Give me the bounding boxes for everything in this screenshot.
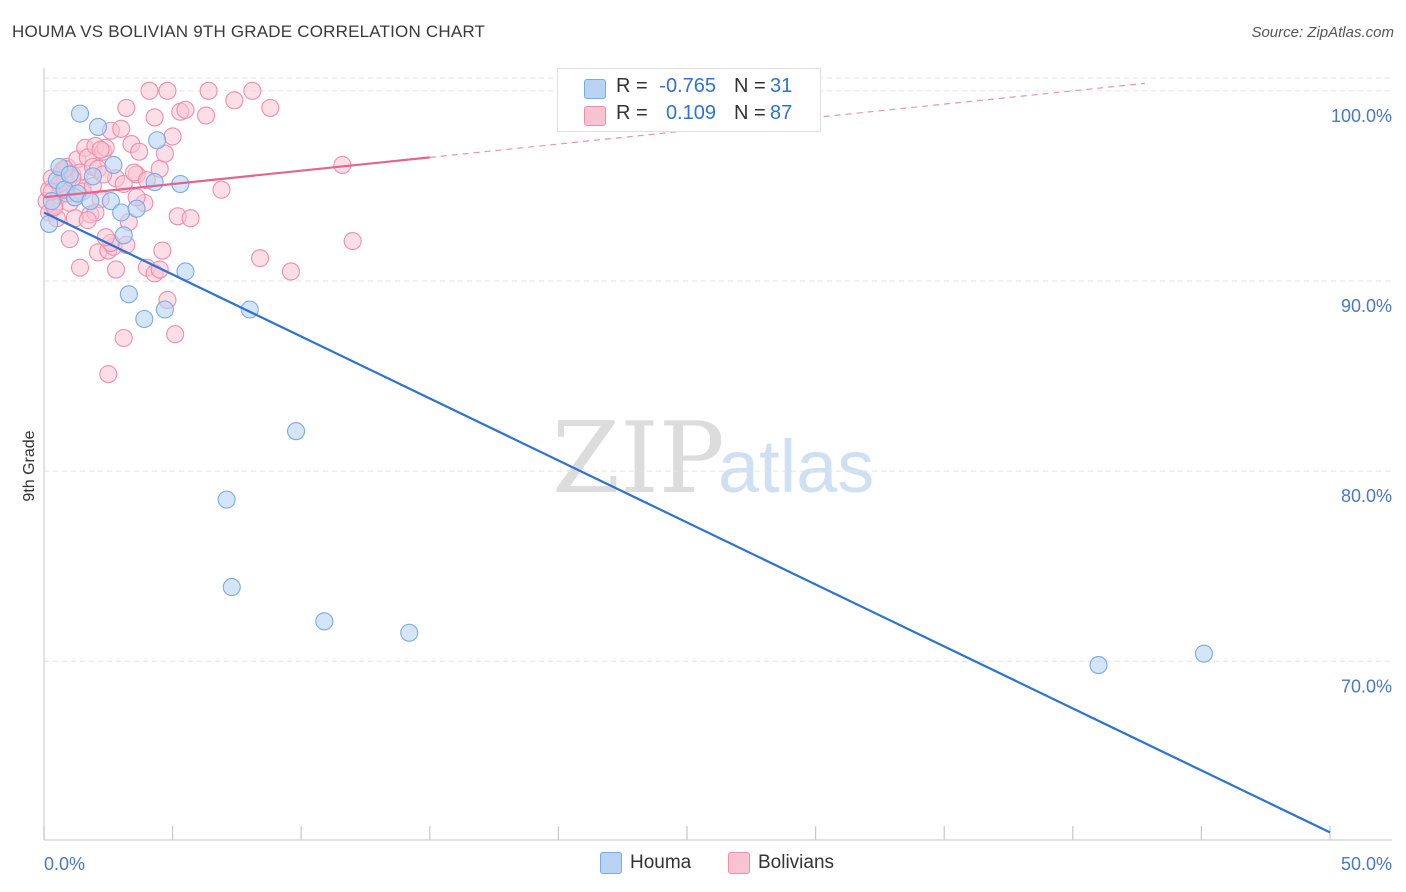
houma-point	[127, 199, 146, 218]
houma-point	[135, 309, 154, 329]
houma-point	[145, 173, 164, 192]
houma-point	[81, 192, 100, 211]
houma-r-value: -0.765	[659, 75, 716, 97]
source-credit: Source: ZipAtlas.com	[1251, 24, 1394, 41]
houma-legend-swatch	[600, 852, 622, 874]
houma-trend-line	[43, 211, 1331, 834]
bolivian-point	[181, 209, 200, 228]
x-tick-label: 50.0%	[1341, 854, 1392, 874]
houma-point	[287, 422, 306, 441]
bolivian-point	[153, 241, 172, 260]
houma-legend-label: Houma	[630, 852, 692, 873]
bolivian-point	[140, 81, 159, 100]
bolivian-point	[225, 91, 244, 110]
r-label: R =	[616, 75, 648, 97]
bolivian-point	[60, 230, 79, 249]
bolivian-legend-swatch	[728, 852, 750, 874]
watermark-zip: ZIP	[552, 402, 725, 516]
bolivian-legend-label: Bolivians	[758, 852, 835, 873]
bolivian-r-value: 0.109	[665, 102, 716, 124]
x-tick-label: 0.0%	[44, 854, 85, 874]
bolivian-point	[99, 365, 118, 384]
gridlines	[44, 77, 1392, 662]
houma-point	[119, 285, 138, 304]
y-tick-label: 100.0%	[1331, 106, 1392, 126]
bolivian-n-value: 87	[770, 102, 793, 124]
bolivian-point	[243, 81, 262, 100]
tick-labels: 70.0% 80.0% 90.0% 100.0% 0.0% 50.0%	[44, 106, 1392, 874]
bolivian-point	[199, 81, 218, 100]
n-label: N =	[734, 75, 766, 97]
bolivian-trend-line	[43, 156, 430, 199]
houma-point	[1194, 644, 1214, 663]
houma-point	[104, 155, 123, 175]
bolivian-point	[130, 142, 149, 161]
r-label: R =	[616, 102, 648, 124]
bolivian-point	[145, 108, 164, 127]
bolivian-point	[106, 260, 126, 279]
bolivian-point	[91, 140, 110, 159]
bolivian-point	[155, 144, 174, 163]
bolivian-point	[114, 328, 133, 348]
bolivian-point	[176, 100, 195, 119]
houma-point	[101, 192, 120, 211]
houma-point	[114, 226, 133, 245]
bolivian-point	[250, 249, 270, 268]
chart-title: HOUMA VS BOLIVIAN 9TH GRADE CORRELATION …	[12, 22, 486, 41]
houma-point	[88, 117, 108, 136]
bolivian-swatch	[584, 106, 606, 126]
houma-point	[1089, 656, 1108, 675]
bolivian-point	[70, 258, 90, 277]
watermark-atlas: atlas	[718, 425, 874, 508]
houma-point	[70, 104, 90, 123]
houma-n-value: 31	[770, 75, 793, 97]
houma-swatch	[584, 79, 606, 99]
houma-point	[222, 578, 241, 597]
bolivian-point	[212, 180, 231, 199]
bolivian-point	[343, 231, 362, 251]
houma-point	[148, 131, 167, 150]
bolivian-point	[281, 262, 300, 281]
houma-point	[155, 300, 174, 319]
bolivian-point	[196, 106, 216, 125]
bolivian-point	[78, 211, 97, 230]
stats-legend-box: R = -0.765 N = 31 R = 0.109 N = 87	[557, 68, 821, 132]
houma-point	[83, 167, 102, 186]
y-tick-label: 80.0%	[1341, 486, 1392, 506]
houma-point	[60, 165, 79, 184]
trend-lines	[43, 82, 1331, 834]
houma-point	[217, 490, 236, 509]
n-label: N =	[734, 102, 766, 124]
bolivian-point	[166, 325, 185, 344]
houma-point	[315, 612, 334, 631]
bolivian-point	[158, 81, 177, 100]
houma-points	[40, 104, 1214, 675]
bolivian-point	[117, 98, 136, 117]
bolivian-point	[150, 260, 169, 279]
bolivian-trend-extension	[429, 82, 1145, 158]
houma-point	[400, 623, 419, 642]
y-tick-label: 70.0%	[1341, 676, 1392, 696]
y-tick-label: 90.0%	[1341, 296, 1392, 316]
bolivian-point	[261, 98, 280, 117]
houma-point	[112, 203, 131, 222]
bolivian-point	[112, 119, 131, 138]
bolivian-point	[163, 127, 182, 146]
